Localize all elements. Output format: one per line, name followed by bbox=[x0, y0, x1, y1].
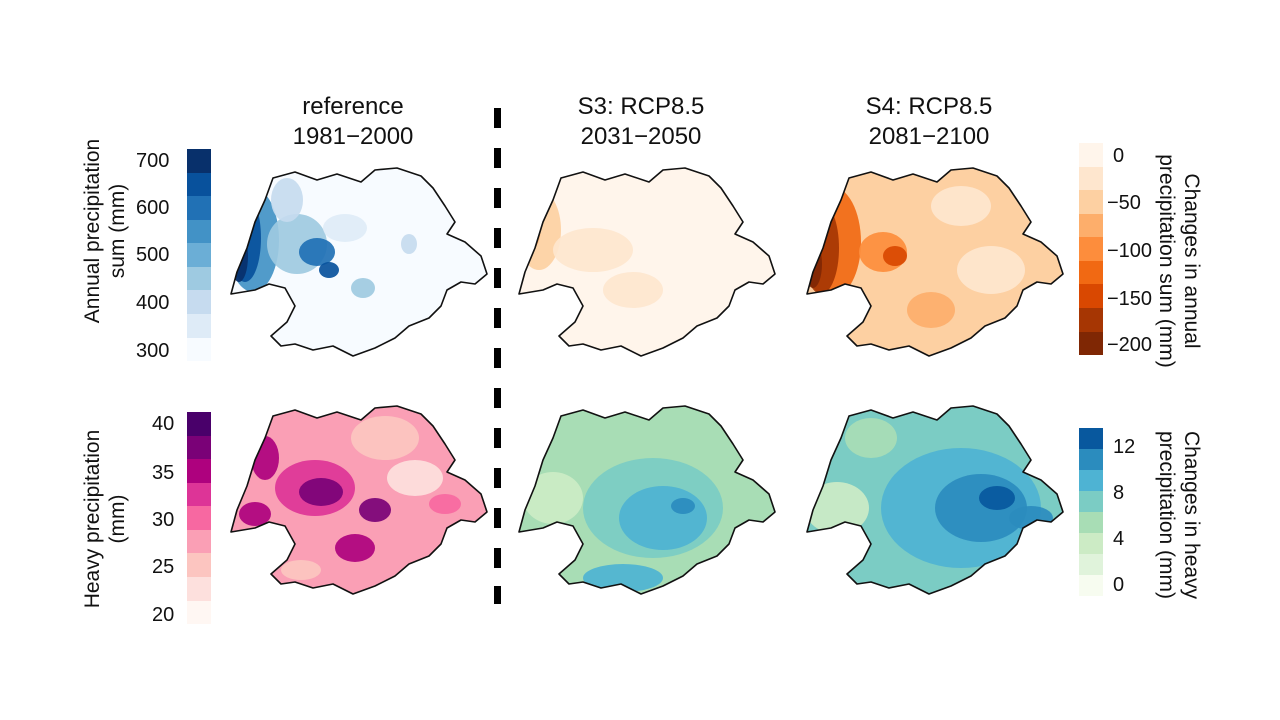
map-annual-s4 bbox=[806, 167, 1064, 357]
column-title-line2: 1981−2000 bbox=[292, 123, 414, 150]
colorbar-change-annual bbox=[1079, 143, 1103, 356]
row-label-line2: sum (mm) bbox=[106, 183, 129, 279]
column-title-line1: S3: RCP8.5 bbox=[577, 93, 705, 120]
column-title-line2: 2031−2050 bbox=[580, 123, 702, 150]
tick-heavy-35: 35 bbox=[152, 462, 175, 484]
tick-change-annual-m150: −150 bbox=[1107, 288, 1153, 310]
tick-change-heavy-12: 12 bbox=[1113, 436, 1136, 458]
right-label-line2: precipitation sum (mm) bbox=[1155, 154, 1178, 368]
tick-change-annual-m100: −100 bbox=[1107, 240, 1153, 262]
map-heavy-reference bbox=[230, 405, 488, 595]
map-heavy-s4 bbox=[806, 405, 1064, 595]
map-annual-reference bbox=[230, 167, 488, 357]
tick-annual-700: 700 bbox=[136, 150, 170, 172]
column-title-s4: S4: RCP8.5 2081−2100 bbox=[819, 92, 1039, 152]
tick-heavy-20: 20 bbox=[152, 604, 175, 626]
tick-change-heavy-0: 0 bbox=[1113, 574, 1125, 596]
tick-annual-300: 300 bbox=[136, 340, 170, 362]
tick-annual-500: 500 bbox=[136, 244, 170, 266]
row-label-annual: Annual precipitation sum (mm) bbox=[80, 101, 130, 361]
colorbar-change-heavy bbox=[1079, 428, 1103, 596]
row-label-line1: Heavy precipitation bbox=[81, 429, 104, 609]
row-label-line1: Annual precipitation bbox=[81, 138, 104, 324]
map-annual-s3 bbox=[518, 167, 776, 357]
tick-change-heavy-8: 8 bbox=[1113, 482, 1125, 504]
colorbar-heavy bbox=[187, 412, 211, 625]
right-label-heavy: Changes in heavy precipitation (mm) bbox=[1154, 385, 1204, 645]
tick-change-heavy-4: 4 bbox=[1113, 528, 1125, 550]
tick-change-annual-0: 0 bbox=[1113, 145, 1125, 167]
column-title-line1: reference bbox=[302, 93, 404, 120]
tick-heavy-25: 25 bbox=[152, 556, 175, 578]
tick-change-annual-m200: −200 bbox=[1107, 334, 1153, 356]
tick-annual-400: 400 bbox=[136, 292, 170, 314]
column-title-reference: reference 1981−2000 bbox=[243, 92, 463, 152]
tick-annual-600: 600 bbox=[136, 197, 170, 219]
right-label-line1: Changes in annual bbox=[1180, 173, 1203, 349]
row-label-line2: (mm) bbox=[106, 494, 129, 544]
column-title-s3: S3: RCP8.5 2031−2050 bbox=[531, 92, 751, 152]
map-heavy-s3 bbox=[518, 405, 776, 595]
right-label-annual: Changes in annual precipitation sum (mm) bbox=[1154, 131, 1204, 391]
column-title-line2: 2081−2100 bbox=[868, 123, 990, 150]
colorbar-annual bbox=[187, 149, 211, 362]
tick-heavy-30: 30 bbox=[152, 509, 175, 531]
tick-heavy-40: 40 bbox=[152, 413, 175, 435]
row-label-heavy: Heavy precipitation (mm) bbox=[80, 389, 130, 649]
right-label-line1: Changes in heavy bbox=[1180, 430, 1203, 600]
tick-change-annual-m50: −50 bbox=[1107, 192, 1141, 214]
right-label-line2: precipitation (mm) bbox=[1155, 430, 1178, 600]
column-title-line1: S4: RCP8.5 bbox=[865, 93, 993, 120]
